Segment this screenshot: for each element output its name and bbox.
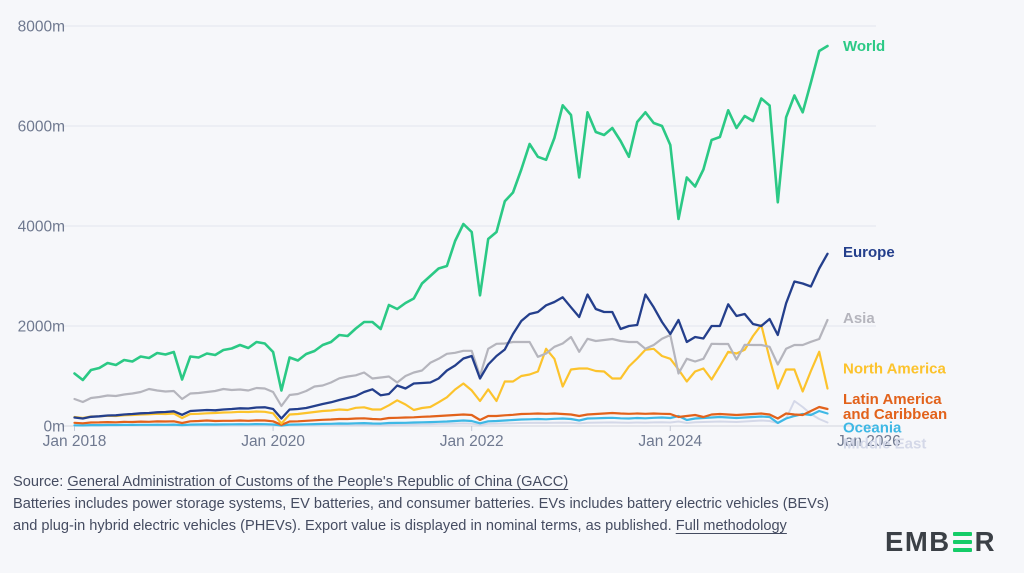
notes-text: Batteries includes power storage systems…	[13, 496, 829, 534]
series-line-europe	[73, 252, 829, 420]
x-axis-label-Jan 2026: Jan 2026	[837, 433, 901, 450]
source-prefix: Source:	[13, 474, 68, 490]
source-link[interactable]: General Administration of Customs of the…	[67, 474, 569, 490]
series-line-latin-america-and-caribbean	[73, 405, 829, 426]
x-axis-label-Jan 2024: Jan 2024	[638, 433, 702, 450]
series-line-asia	[73, 318, 829, 408]
series-line-oceania	[73, 409, 829, 427]
y-axis-label-6000m: 6000m	[18, 119, 65, 136]
ember-logo-right-letter: R	[974, 526, 996, 557]
y-axis-label-0m: 0m	[43, 419, 65, 436]
methodology-link[interactable]: Full methodology	[675, 518, 787, 534]
ember-logo-left-letters: EMB	[885, 526, 951, 557]
series-label-asia: Asia	[843, 310, 875, 327]
x-axis-label-Jan 2020: Jan 2020	[241, 433, 305, 450]
series-label-oceania: Oceania	[843, 420, 902, 437]
line-chart: 0m 2000m 4000m 6000m 8000m Jan 2018 Jan 2020 Ja…	[18, 19, 948, 453]
series-line-world	[73, 44, 829, 392]
series-line-north-america	[73, 323, 829, 425]
series-label-middle-east: Middle East	[843, 436, 926, 453]
source-line: Source: General Administration of Custom…	[13, 471, 838, 493]
notes-line: Batteries includes power storage systems…	[13, 493, 838, 537]
ember-logo-e-bars-icon	[952, 531, 972, 553]
series-label-latin-america-and-caribbean: Latin America and Caribbean	[843, 391, 947, 423]
series-label-north-america: North America	[843, 361, 946, 378]
x-axis-label-Jan 2018: Jan 2018	[43, 433, 107, 450]
series-label-europe: Europe	[843, 244, 895, 261]
series-label-world: World	[843, 38, 885, 55]
y-axis-label-8000m: 8000m	[18, 19, 65, 36]
y-axis-label-2000m: 2000m	[18, 319, 65, 336]
y-axis-label-4000m: 4000m	[18, 219, 65, 236]
chart-footer: Source: General Administration of Custom…	[13, 471, 838, 537]
x-axis-label-Jan 2022: Jan 2022	[440, 433, 504, 450]
ember-logo: EMB R	[885, 526, 996, 557]
